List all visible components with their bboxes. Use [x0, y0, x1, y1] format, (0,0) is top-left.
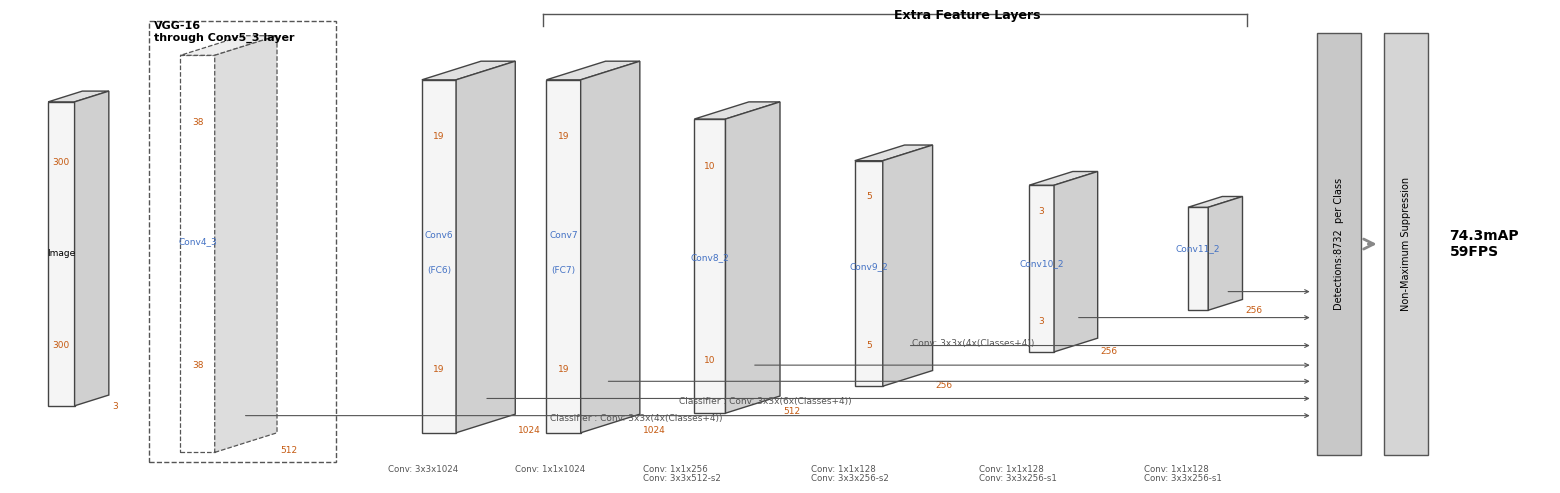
- Polygon shape: [421, 80, 456, 433]
- Text: 19: 19: [434, 365, 445, 374]
- Text: Conv: 3x3x(4x(Classes+4)): Conv: 3x3x(4x(Classes+4)): [913, 339, 1034, 348]
- Polygon shape: [1209, 197, 1242, 310]
- Text: 256: 256: [1101, 347, 1119, 356]
- Polygon shape: [1189, 197, 1242, 207]
- Polygon shape: [546, 80, 580, 433]
- Text: Conv: 3x3x256-s1: Conv: 3x3x256-s1: [1145, 474, 1223, 484]
- Text: Conv: 1x1x128: Conv: 1x1x128: [1145, 464, 1209, 474]
- Text: 300: 300: [53, 158, 70, 167]
- Text: 10: 10: [704, 356, 716, 365]
- Polygon shape: [546, 61, 640, 80]
- Text: Conv: 3x3x1024: Conv: 3x3x1024: [387, 464, 457, 474]
- Text: 3: 3: [112, 402, 117, 411]
- Polygon shape: [48, 91, 109, 102]
- Text: Conv: 3x3x512-s2: Conv: 3x3x512-s2: [643, 474, 721, 484]
- Text: 256: 256: [1245, 307, 1262, 316]
- Text: 1024: 1024: [643, 426, 666, 435]
- FancyBboxPatch shape: [1317, 33, 1360, 455]
- Text: 512: 512: [783, 407, 800, 416]
- Polygon shape: [855, 145, 933, 161]
- Polygon shape: [725, 102, 780, 413]
- Polygon shape: [181, 55, 215, 453]
- Polygon shape: [694, 102, 780, 119]
- Polygon shape: [215, 35, 278, 453]
- Text: 5: 5: [866, 192, 872, 201]
- Text: Conv6: Conv6: [424, 231, 454, 240]
- Text: Extra Feature Layers: Extra Feature Layers: [894, 9, 1041, 22]
- Polygon shape: [1055, 172, 1098, 352]
- Text: Classifier : Conv: 3x3x(6x(Classes+4)): Classifier : Conv: 3x3x(6x(Classes+4)): [679, 397, 852, 406]
- Polygon shape: [456, 61, 515, 433]
- Text: Conv: 3x3x256-s1: Conv: 3x3x256-s1: [980, 474, 1058, 484]
- Polygon shape: [1030, 172, 1098, 185]
- Text: Conv: 1x1x128: Conv: 1x1x128: [980, 464, 1044, 474]
- Text: 1024: 1024: [518, 426, 541, 435]
- Text: Conv11_2: Conv11_2: [1176, 244, 1220, 253]
- Polygon shape: [1030, 185, 1055, 352]
- Polygon shape: [883, 145, 933, 386]
- Polygon shape: [855, 161, 883, 386]
- Polygon shape: [1189, 207, 1209, 310]
- Polygon shape: [48, 102, 75, 406]
- Text: 38: 38: [192, 360, 203, 370]
- Text: Non-Maximum Suppression: Non-Maximum Suppression: [1401, 177, 1410, 311]
- Polygon shape: [694, 119, 725, 413]
- Text: 512: 512: [281, 446, 298, 455]
- Text: 19: 19: [558, 365, 569, 374]
- Text: Conv4_3: Conv4_3: [178, 238, 217, 246]
- Text: Image: Image: [47, 249, 75, 258]
- Text: 74.3mAP
59FPS: 74.3mAP 59FPS: [1449, 229, 1519, 259]
- Text: (FC7): (FC7): [552, 266, 576, 275]
- Text: 19: 19: [558, 132, 569, 141]
- Text: Conv8_2: Conv8_2: [691, 253, 730, 262]
- Text: 3: 3: [1039, 208, 1045, 216]
- Text: 300: 300: [53, 341, 70, 350]
- Text: 256: 256: [936, 381, 953, 390]
- Text: Conv: 1x1x1024: Conv: 1x1x1024: [515, 464, 585, 474]
- Polygon shape: [75, 91, 109, 406]
- Text: 5: 5: [866, 341, 872, 350]
- Text: Conv: 3x3x256-s2: Conv: 3x3x256-s2: [811, 474, 889, 484]
- Text: 10: 10: [704, 162, 716, 171]
- Text: Conv7: Conv7: [549, 231, 577, 240]
- Text: 3: 3: [1039, 317, 1045, 326]
- Text: Conv: 1x1x128: Conv: 1x1x128: [811, 464, 875, 474]
- Polygon shape: [421, 61, 515, 80]
- Text: VGG-16
through Conv5_3 layer: VGG-16 through Conv5_3 layer: [154, 21, 295, 43]
- Text: Conv: 1x1x256: Conv: 1x1x256: [643, 464, 708, 474]
- Polygon shape: [580, 61, 640, 433]
- Text: (FC6): (FC6): [427, 266, 451, 275]
- Text: Classifier : Conv: 3x3x(4x(Classes+4)): Classifier : Conv: 3x3x(4x(Classes+4)): [549, 414, 722, 423]
- Polygon shape: [181, 35, 278, 55]
- Text: Conv10_2: Conv10_2: [1019, 259, 1064, 268]
- Text: 19: 19: [434, 132, 445, 141]
- Text: Conv9_2: Conv9_2: [849, 262, 888, 271]
- FancyBboxPatch shape: [1384, 33, 1427, 455]
- Text: Detections:8732  per Class: Detections:8732 per Class: [1334, 178, 1345, 310]
- Text: 38: 38: [192, 118, 203, 127]
